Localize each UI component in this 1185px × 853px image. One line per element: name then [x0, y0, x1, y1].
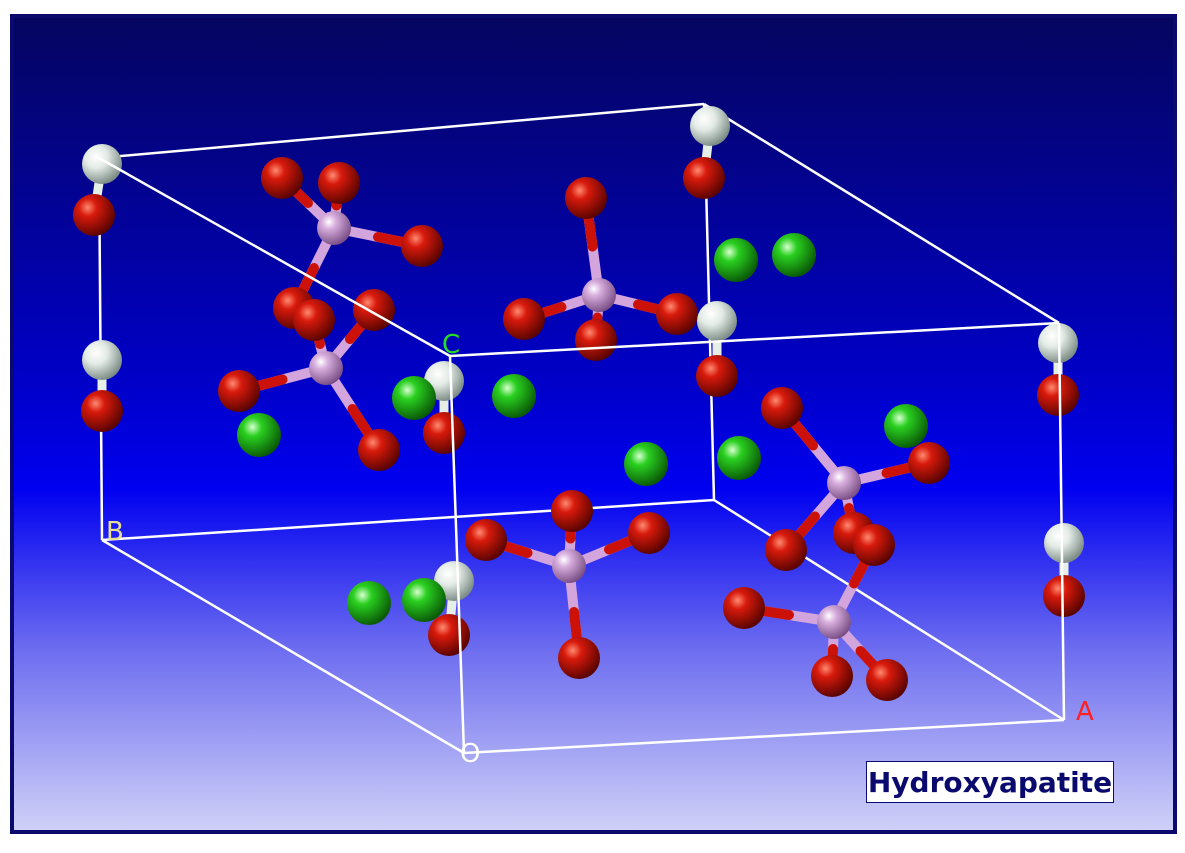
oxygen-atom [908, 442, 950, 484]
cell-edge [98, 156, 451, 358]
oxygen-atom [765, 529, 807, 571]
oxygen-atom [261, 157, 303, 199]
oxygen-atom [866, 659, 908, 701]
oxygen-atom [696, 355, 738, 397]
oxygen-atom [683, 157, 725, 199]
axis-labels: C B A O [106, 330, 1094, 769]
hydrogen-atom [1038, 323, 1078, 363]
calcium-atom [717, 436, 761, 480]
calcium-atom [392, 376, 436, 420]
oxygen-atom [358, 429, 400, 471]
oxygen-atom [428, 614, 470, 656]
calcium-atom [347, 581, 391, 625]
phosphorus-atom [552, 549, 586, 583]
oxygen-atom [565, 177, 607, 219]
oxygen-atom [465, 519, 507, 561]
oxygen-atom [353, 289, 395, 331]
calcium-atom [884, 404, 928, 448]
calcium-atom [714, 238, 758, 282]
phosphorus-atom [309, 351, 343, 385]
cell-edge [449, 321, 1060, 358]
cell-edge [463, 718, 1065, 755]
oxygen-atom [723, 587, 765, 629]
phosphorus-atom [317, 211, 351, 245]
axis-label-a: A [1076, 697, 1094, 727]
oxygen-atom [558, 637, 600, 679]
cell-edge [703, 102, 1060, 325]
crystal-structure-figure: C B A O Hydroxyapatite [10, 14, 1177, 834]
structure-caption: Hydroxyapatite [866, 761, 1114, 803]
oxygen-atom [218, 370, 260, 412]
atoms [73, 106, 1085, 701]
oxygen-atom [318, 162, 360, 204]
oxygen-atom [811, 655, 853, 697]
oxygen-atom [293, 299, 335, 341]
oxygen-atom [853, 524, 895, 566]
oxygen-atom [628, 512, 670, 554]
oxygen-atom [1043, 575, 1085, 617]
oxygen-atom [761, 387, 803, 429]
phosphorus-atom [817, 605, 851, 639]
unit-cell-front-edges [98, 156, 1066, 755]
oxygen-atom [81, 390, 123, 432]
hydrogen-atom [82, 340, 122, 380]
phosphorus-atom [582, 278, 616, 312]
hydrogen-atom [82, 144, 122, 184]
hydrogen-atom [1044, 523, 1084, 563]
cell-edge [101, 498, 715, 542]
axis-label-c: C [442, 330, 460, 360]
oxygen-atom [503, 298, 545, 340]
oxygen-atom [401, 225, 443, 267]
oxygen-atom [551, 490, 593, 532]
oxygen-atom [656, 293, 698, 335]
oxygen-atom [73, 194, 115, 236]
oxygen-atom [1037, 374, 1079, 416]
cell-edge [1057, 322, 1066, 721]
axis-label-origin: O [460, 739, 480, 769]
hydrogen-atom [697, 301, 737, 341]
calcium-atom [772, 233, 816, 277]
axis-label-b: B [106, 517, 124, 547]
cell-edge [101, 538, 465, 755]
calcium-atom [624, 442, 668, 486]
calcium-atom [237, 413, 281, 457]
calcium-atom [492, 374, 536, 418]
phosphorus-atom [827, 466, 861, 500]
oxygen-atom [575, 319, 617, 361]
calcium-atom [402, 578, 446, 622]
unit-cell-scene: C B A O [73, 102, 1094, 769]
cell-edge [98, 102, 705, 160]
oxygen-atom [423, 412, 465, 454]
cell-edge [448, 355, 466, 754]
hydrogen-atom [690, 106, 730, 146]
